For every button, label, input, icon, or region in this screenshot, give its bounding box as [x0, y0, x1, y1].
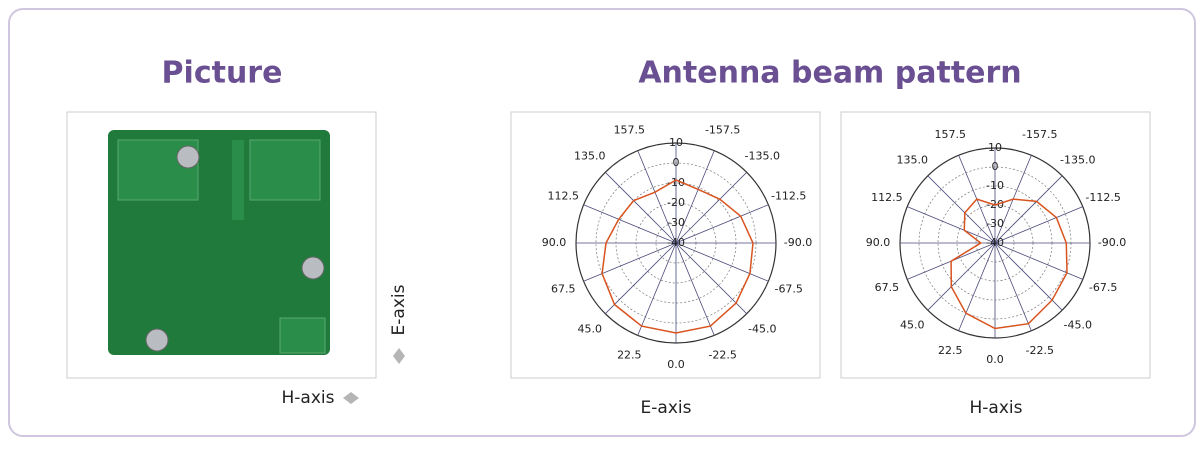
r-tick-label: -20: [667, 196, 685, 209]
r-tick-label: -30: [667, 216, 685, 229]
angle-label: 90.0: [542, 236, 567, 249]
patch: [280, 318, 325, 353]
angle-label: 45.0: [900, 319, 925, 332]
angle-label: -22.5: [1026, 344, 1054, 357]
r-tick-label: -40: [667, 236, 685, 249]
r-tick-label: -30: [986, 217, 1004, 230]
angle-label: 0.0: [667, 358, 685, 371]
angle-label: 67.5: [551, 283, 576, 296]
angle-label: 67.5: [875, 281, 900, 294]
angle-label: -135.0: [1060, 153, 1095, 166]
r-tick-label: 10: [669, 136, 683, 149]
r-tick-label: 0: [673, 156, 680, 169]
screw: [146, 329, 168, 351]
chart-caption: H-axis: [970, 398, 1023, 418]
angle-label: 22.5: [938, 344, 963, 357]
screw: [302, 257, 324, 279]
angle-label: 157.5: [614, 123, 646, 136]
pcb-photo: [67, 112, 376, 378]
r-tick-label: 0: [992, 160, 999, 173]
panel: Picture Antenna beam pattern E-axis H-ax…: [0, 0, 1204, 445]
angle-label: -112.5: [1085, 191, 1120, 204]
angle-label: 22.5: [617, 349, 642, 362]
angle-label: -157.5: [1022, 128, 1057, 141]
e-axis-label: E-axis: [389, 284, 409, 335]
angle-label: -45.0: [748, 322, 776, 335]
angle-label: -90.0: [1098, 236, 1126, 249]
angle-label: 135.0: [574, 150, 606, 163]
patch: [250, 140, 320, 200]
angle-label: -22.5: [708, 349, 736, 362]
r-tick-label: -10: [986, 179, 1004, 192]
picture-title: Picture: [162, 56, 283, 91]
angle-label: -67.5: [1089, 281, 1117, 294]
angle-label: -67.5: [774, 283, 802, 296]
chart-caption: E-axis: [641, 398, 692, 418]
angle-label: 45.0: [577, 322, 602, 335]
angle-label: 112.5: [548, 189, 580, 202]
r-tick-label: 10: [988, 141, 1002, 154]
angle-label: -112.5: [771, 189, 806, 202]
angle-label: -90.0: [784, 236, 812, 249]
screw: [177, 146, 199, 168]
angle-label: -45.0: [1063, 319, 1091, 332]
pattern-title: Antenna beam pattern: [638, 56, 1021, 91]
page: Picture Antenna beam pattern E-axis H-ax…: [0, 0, 1204, 445]
angle-label: 135.0: [897, 153, 929, 166]
angle-label: -157.5: [705, 123, 740, 136]
angle-label: 157.5: [934, 128, 966, 141]
r-tick-label: -40: [986, 236, 1004, 249]
angle-label: 90.0: [866, 236, 891, 249]
angle-label: 112.5: [871, 191, 903, 204]
angle-label: 0.0: [986, 353, 1004, 366]
h-axis-label: H-axis: [282, 388, 335, 408]
trace: [232, 140, 244, 220]
angle-label: -135.0: [745, 150, 780, 163]
